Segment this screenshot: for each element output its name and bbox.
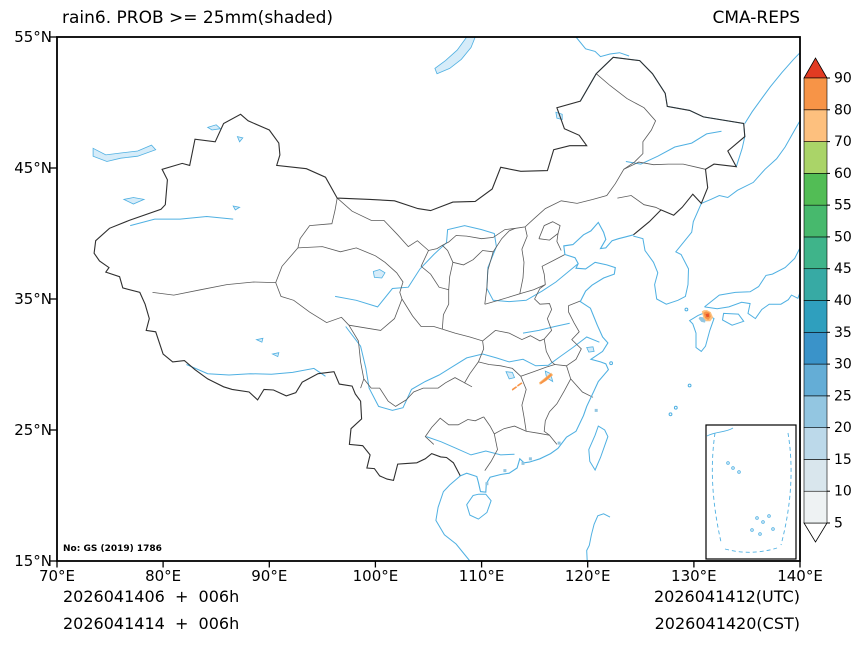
colorbar-segment [803, 141, 828, 174]
colorbar-segment [803, 459, 828, 492]
chart-title: rain6. PROB >= 25mm(shaded) [62, 8, 334, 28]
colorbar-segment [803, 173, 828, 206]
model-label: CMA-REPS [712, 8, 800, 28]
lakes [92, 37, 595, 383]
china-land-border [93, 56, 746, 482]
colorbar-tick-label: 10 [834, 484, 852, 500]
colorbar-segment [803, 236, 828, 270]
colorbar-segment [803, 363, 828, 397]
colorbar-tick-label: 35 [834, 325, 852, 341]
colorbar-tick-label: 40 [834, 293, 852, 309]
south-china-sea-inset [705, 424, 797, 560]
colorbar-segment [803, 427, 828, 460]
shaded-probability-fields [485, 310, 713, 486]
colorbar-tick-label: 60 [834, 166, 852, 182]
colorbar-segment [803, 268, 828, 301]
colorbar-tick-label: 55 [834, 198, 852, 214]
colorbar-tick-label: 50 [834, 229, 852, 245]
init-time-cst: 2026041414 + 006h [63, 614, 240, 633]
province-boundaries [152, 73, 706, 471]
colorbar-tick-label: 25 [834, 388, 852, 404]
colorbar-tick-label: 20 [834, 420, 852, 436]
china-coastline [460, 221, 634, 493]
map-background [57, 37, 800, 561]
rivers-and-foreign-coasts [130, 37, 800, 561]
map-canvas [50, 36, 801, 568]
colorbar-over-arrow [803, 57, 828, 79]
colorbar-segment [803, 109, 828, 142]
colorbar-segment [803, 490, 828, 524]
colorbar-segment [803, 395, 828, 428]
colorbar: 5 10 15 20 25 30 35 40 45 50 55 60 70 80 90 [803, 57, 852, 543]
colorbar-tick-label: 5 [834, 516, 843, 532]
license-note: No: GS (2019) 1786 [63, 544, 162, 554]
colorbar-segment [803, 204, 828, 238]
colorbar-segment [803, 331, 828, 365]
colorbar-tick-label: 80 [834, 102, 852, 118]
colorbar-under-arrow [803, 522, 828, 543]
colorbar-segment [803, 77, 828, 111]
colorbar-tick-label: 30 [834, 357, 852, 373]
colorbar-segment [803, 300, 828, 333]
colorbar-tick-label: 15 [834, 452, 852, 468]
valid-time-cst: 2026041420(CST) [654, 614, 800, 633]
colorbar-tick-label: 90 [834, 71, 852, 87]
valid-time-utc: 2026041412(UTC) [654, 587, 800, 606]
colorbar-tick-label: 70 [834, 134, 852, 150]
colorbar-tick-label: 45 [834, 261, 852, 277]
init-time-utc: 2026041406 + 006h [63, 587, 240, 606]
axis-ticks [50, 36, 801, 568]
